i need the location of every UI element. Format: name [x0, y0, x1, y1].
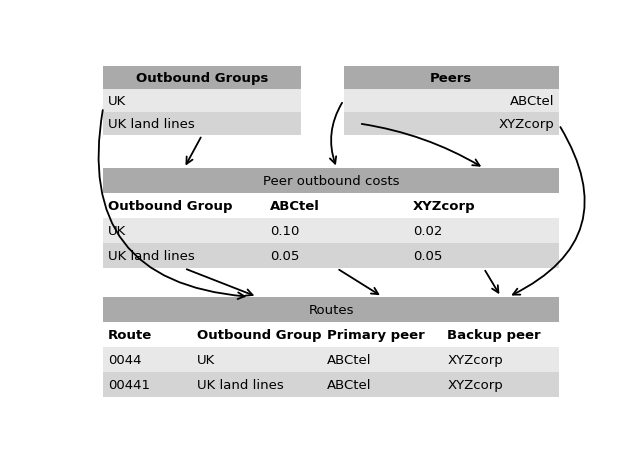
- Text: Outbound Group: Outbound Group: [108, 200, 232, 213]
- Text: 0.05: 0.05: [413, 250, 443, 263]
- Text: 0.02: 0.02: [413, 225, 443, 238]
- Text: UK land lines: UK land lines: [108, 118, 195, 131]
- Bar: [103, 113, 301, 136]
- Text: ABCtel: ABCtel: [326, 378, 371, 391]
- Bar: [103, 244, 559, 269]
- Bar: [103, 90, 301, 113]
- Text: UK land lines: UK land lines: [196, 378, 284, 391]
- Text: 0044: 0044: [108, 353, 141, 366]
- Text: 0.10: 0.10: [269, 225, 299, 238]
- Bar: [344, 113, 559, 136]
- Text: ABCtel: ABCtel: [326, 353, 371, 366]
- Bar: [344, 67, 559, 90]
- Bar: [103, 297, 559, 322]
- Text: UK land lines: UK land lines: [108, 250, 195, 263]
- Text: UK: UK: [196, 353, 215, 366]
- Text: Route: Route: [108, 328, 152, 341]
- Bar: [103, 169, 559, 194]
- Bar: [103, 322, 559, 347]
- Text: Outbound Group: Outbound Group: [196, 328, 321, 341]
- Text: Backup peer: Backup peer: [447, 328, 541, 341]
- Text: Primary peer: Primary peer: [326, 328, 424, 341]
- Text: ABCtel: ABCtel: [269, 200, 319, 213]
- Text: Routes: Routes: [308, 303, 354, 316]
- Text: 00441: 00441: [108, 378, 150, 391]
- Bar: [103, 194, 559, 219]
- Bar: [103, 219, 559, 244]
- Text: Outbound Groups: Outbound Groups: [136, 72, 268, 84]
- Text: XYZcorp: XYZcorp: [499, 118, 554, 131]
- Bar: [344, 90, 559, 113]
- Text: XYZcorp: XYZcorp: [447, 378, 503, 391]
- Text: UK: UK: [108, 225, 126, 238]
- Text: XYZcorp: XYZcorp: [447, 353, 503, 366]
- Text: 0.05: 0.05: [269, 250, 299, 263]
- Bar: [103, 67, 301, 90]
- Bar: [103, 372, 559, 397]
- Text: ABCtel: ABCtel: [510, 95, 554, 108]
- Text: UK: UK: [108, 95, 126, 108]
- Text: XYZcorp: XYZcorp: [413, 200, 476, 213]
- Text: Peer outbound costs: Peer outbound costs: [263, 175, 399, 188]
- Text: Peers: Peers: [430, 72, 472, 84]
- Bar: [103, 347, 559, 372]
